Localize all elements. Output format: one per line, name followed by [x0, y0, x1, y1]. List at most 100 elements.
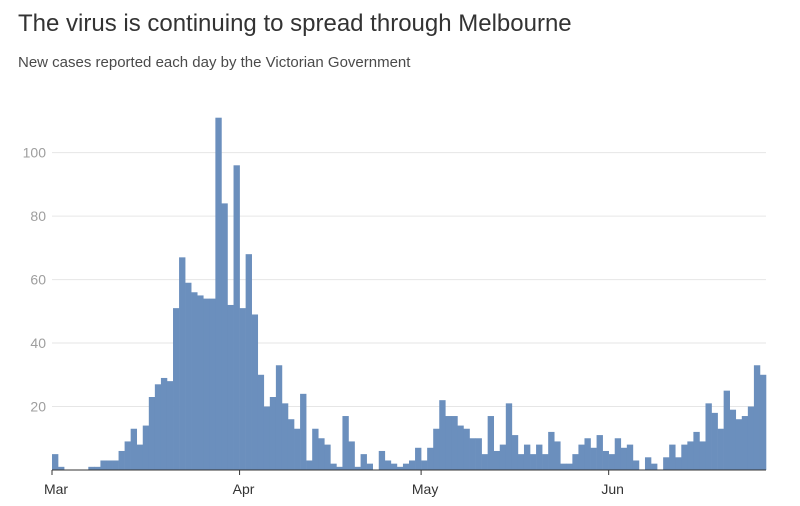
- bar-74: [499, 444, 507, 470]
- y-tick-label-20: 20: [30, 399, 46, 415]
- bar-54: [378, 450, 386, 470]
- bar-31: [239, 308, 246, 470]
- bar-72: [487, 416, 495, 470]
- y-tick-label-100: 100: [23, 145, 47, 161]
- bar-50: [354, 466, 361, 470]
- bar-36: [269, 397, 277, 470]
- bar-70: [475, 438, 482, 470]
- bar-89: [590, 447, 597, 470]
- bar-94: [620, 447, 628, 470]
- bar-104: [681, 444, 688, 470]
- bar-40: [294, 428, 301, 470]
- bar-103: [675, 457, 682, 470]
- bar-34: [257, 374, 265, 470]
- gridlines: [52, 152, 766, 408]
- bar-20: [173, 308, 180, 470]
- bar-68: [463, 428, 470, 470]
- bar-107: [699, 441, 706, 470]
- bar-105: [687, 441, 694, 470]
- y-tick-label-80: 80: [30, 208, 46, 224]
- bar-101: [663, 457, 670, 470]
- bar-8: [100, 460, 107, 470]
- bar-83: [554, 441, 561, 470]
- bar-14: [136, 444, 144, 470]
- bar-116: [753, 365, 761, 470]
- x-axis-ticks: Mar Apr May Jun: [44, 470, 624, 497]
- bar-44: [318, 438, 325, 470]
- bar-17: [154, 384, 162, 470]
- bar-95: [626, 444, 634, 470]
- bar-79: [530, 454, 537, 470]
- bar-98: [644, 457, 652, 470]
- bar-25: [203, 298, 210, 470]
- bar-57: [396, 466, 404, 470]
- bar-78: [523, 444, 531, 470]
- bar-56: [390, 463, 398, 470]
- bar-22: [185, 282, 192, 470]
- bar-52: [366, 463, 373, 470]
- bar-108: [705, 403, 712, 470]
- bar-114: [741, 416, 749, 470]
- bar-73: [493, 450, 501, 470]
- bar-117: [759, 374, 767, 470]
- y-axis-ticks: 20 40 60 80 100: [23, 145, 47, 415]
- bar-38: [281, 403, 289, 470]
- bar-6: [88, 466, 95, 470]
- bar-39: [287, 419, 295, 470]
- bar-88: [584, 438, 591, 470]
- bar-46: [330, 463, 337, 470]
- bar-75: [505, 403, 513, 470]
- bar-86: [572, 454, 579, 470]
- bar-62: [427, 447, 434, 470]
- bar-35: [263, 406, 271, 470]
- bar-55: [384, 460, 392, 470]
- bar-80: [536, 444, 543, 470]
- bar-65: [445, 416, 452, 470]
- bar-23: [191, 292, 198, 470]
- bar-112: [729, 409, 737, 470]
- bar-7: [94, 466, 101, 470]
- bar-11: [118, 450, 125, 470]
- bar-71: [481, 454, 488, 470]
- bar-51: [360, 454, 367, 470]
- x-tick-label-apr: Apr: [233, 481, 255, 497]
- bar-96: [632, 460, 640, 470]
- bar-93: [614, 438, 622, 470]
- bar-10: [112, 460, 119, 470]
- bar-42: [306, 460, 313, 470]
- bar-109: [711, 412, 718, 470]
- bar-82: [548, 431, 555, 470]
- x-tick-label-jun: Jun: [601, 481, 624, 497]
- bar-18: [160, 377, 168, 470]
- bar-63: [433, 428, 440, 470]
- bar-60: [415, 447, 422, 470]
- bar-113: [735, 419, 743, 470]
- bar-99: [651, 463, 658, 470]
- bar-26: [209, 298, 216, 470]
- bar-61: [421, 460, 428, 470]
- bar-85: [566, 463, 573, 470]
- bar-49: [348, 441, 355, 470]
- y-tick-label-60: 60: [30, 272, 46, 288]
- bar-28: [221, 203, 228, 470]
- bar-16: [148, 397, 156, 470]
- bar-106: [693, 431, 700, 470]
- bar-37: [275, 365, 283, 470]
- x-tick-label-mar: Mar: [44, 481, 68, 497]
- x-tick-label-may: May: [412, 481, 438, 497]
- chart-subtitle: New cases reported each day by the Victo…: [18, 54, 411, 71]
- bar-110: [717, 428, 724, 470]
- bar-41: [300, 393, 307, 470]
- bar-47: [336, 466, 343, 470]
- bar-90: [596, 435, 603, 470]
- bar-27: [215, 117, 222, 470]
- bar-66: [451, 416, 458, 470]
- bar-76: [511, 435, 519, 470]
- bar-102: [669, 444, 676, 470]
- bar-1: [58, 466, 65, 470]
- bar-9: [106, 460, 113, 470]
- bar-67: [457, 425, 464, 470]
- bar-12: [124, 441, 131, 470]
- bar-92: [608, 454, 616, 470]
